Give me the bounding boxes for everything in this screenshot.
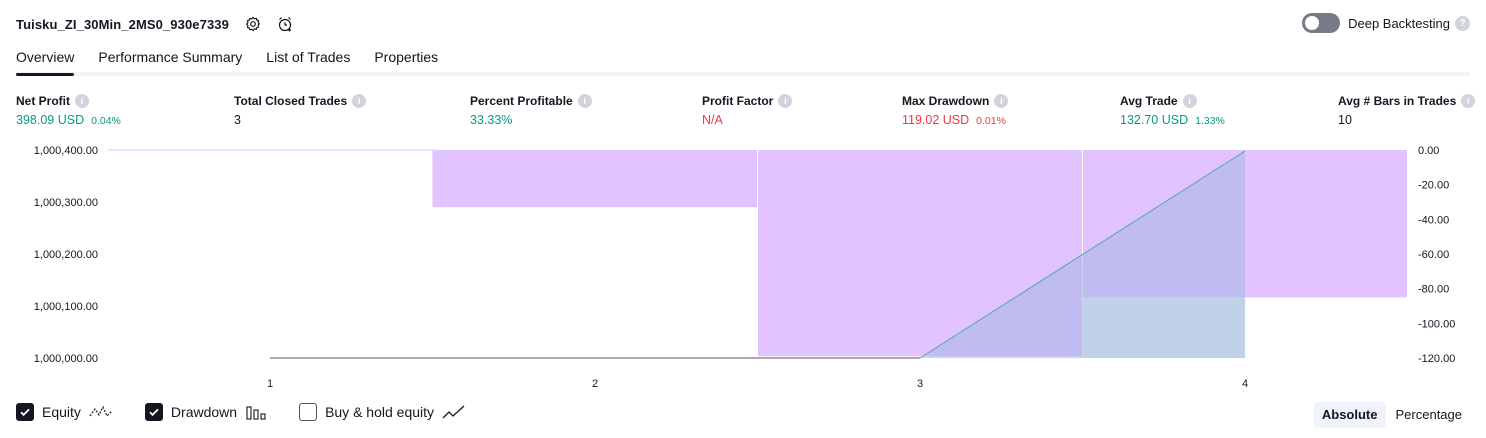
metric-label: Net Profit [16, 94, 70, 108]
strategy-name: Tuisku_ZI_30Min_2MS0_930e7339 [16, 16, 229, 32]
deep-backtesting-toggle[interactable] [1302, 13, 1341, 33]
metric-label: Percent Profitable [470, 94, 573, 108]
buy-hold-toggle[interactable]: Buy & hold equity [299, 403, 466, 421]
right-axis-tick-label: -100.00 [1418, 318, 1455, 330]
equity-line-icon [89, 404, 113, 420]
right-axis-tick-label: -40.00 [1418, 214, 1449, 226]
drawdown-label: Drawdown [170, 404, 238, 420]
metric-value: 132.70 USD [1120, 113, 1189, 127]
help-icon[interactable]: i [994, 94, 1009, 108]
metric-label: Total Closed Trades [234, 94, 348, 108]
metric-label: Profit Factor [702, 94, 774, 108]
buy-hold-label: Buy & hold equity [325, 404, 435, 420]
metric-label: Max Drawdown [902, 94, 990, 108]
metric-percent-profitable: Percent Profitable i 33.33% [470, 93, 592, 127]
drawdown-bar [432, 150, 758, 208]
right-axis-tick-label: -20.00 [1418, 180, 1449, 192]
right-axis-tick-label: -60.00 [1418, 249, 1449, 261]
equity-chart[interactable]: 1,000,400.00 1,000,300.00 1,000,200.00 1,00… [0, 140, 1486, 396]
x-axis-tick-label: 3 [917, 378, 923, 390]
help-icon[interactable]: ? [1455, 15, 1470, 31]
drawdown-toggle[interactable]: Drawdown [144, 403, 267, 421]
right-axis-tick-label: -120.00 [1418, 353, 1455, 365]
metric-value: 10 [1338, 113, 1352, 127]
x-axis-tick-label: 1 [267, 378, 273, 390]
value-mode-switch: Absolute Percentage [1313, 402, 1470, 428]
help-icon[interactable]: i [352, 94, 367, 108]
metric-profit-factor: Profit Factor i N/A [702, 93, 793, 127]
x-axis-tick-label: 4 [1242, 378, 1248, 390]
tab-properties[interactable]: Properties [374, 49, 439, 65]
equity-line [919, 150, 1246, 359]
percentage-button[interactable]: Percentage [1395, 407, 1463, 422]
metric-value: 3 [234, 113, 241, 127]
metric-net-profit: Net Profit i 398.09 USD 0.04% [16, 93, 121, 127]
tab-performance-summary[interactable]: Performance Summary [98, 49, 243, 65]
metric-avg-trade: Avg Trade i 132.70 USD 1.33% [1120, 93, 1225, 127]
help-icon[interactable]: i [1461, 94, 1476, 108]
buy-hold-checkbox[interactable] [299, 403, 318, 421]
buy-hold-line-icon [442, 404, 466, 420]
right-axis-tick-label: 0.00 [1418, 145, 1439, 157]
metric-avg-bars: Avg # Bars in Trades i 10 [1338, 93, 1476, 127]
metric-percent: 1.33% [1195, 115, 1225, 127]
right-axis-tick-label: -80.00 [1418, 284, 1449, 296]
tab-list-of-trades[interactable]: List of Trades [266, 49, 351, 65]
alert-clock-icon[interactable] [275, 14, 295, 34]
help-icon[interactable]: i [1182, 94, 1197, 108]
metric-total-closed-trades: Total Closed Trades i 3 [234, 93, 367, 127]
metric-value: N/A [702, 113, 723, 127]
help-icon[interactable]: i [75, 94, 89, 108]
left-axis-tick-label: 1,000,000.00 [34, 353, 98, 365]
tab-bar: Overview Performance Summary List of Tra… [16, 46, 1470, 76]
left-axis-tick-label: 1,000,200.00 [34, 249, 98, 261]
metric-value: 398.09 USD [16, 113, 85, 127]
equity-label: Equity [42, 404, 81, 420]
chart-legend: Equity Drawdown Buy & hold equity [16, 403, 498, 421]
x-axis-tick-label: 2 [592, 378, 598, 390]
absolute-button[interactable]: Absolute [1313, 402, 1386, 428]
help-icon[interactable]: i [778, 94, 793, 108]
drawdown-bars-icon [245, 404, 267, 420]
help-icon[interactable]: i [577, 94, 592, 108]
metric-value: 33.33% [470, 113, 513, 127]
deep-backtesting: Deep Backtesting ? [1302, 13, 1470, 33]
deep-backtesting-label: Deep Backtesting [1348, 15, 1450, 31]
left-axis-tick-label: 1,000,400.00 [34, 145, 98, 157]
left-axis-tick-label: 1,000,300.00 [34, 197, 98, 209]
equity-toggle[interactable]: Equity [16, 403, 113, 421]
metric-label: Avg Trade [1120, 94, 1178, 108]
metric-percent: 0.01% [976, 115, 1006, 127]
settings-icon[interactable] [243, 14, 263, 34]
drawdown-checkbox[interactable] [144, 403, 163, 421]
metric-label: Avg # Bars in Trades [1338, 94, 1457, 108]
equity-area [270, 150, 1245, 358]
metric-value: 119.02 USD [902, 113, 970, 127]
metric-percent: 0.04% [91, 115, 121, 127]
strategy-header: Tuisku_ZI_30Min_2MS0_930e7339 [16, 12, 295, 36]
equity-checkbox[interactable] [16, 403, 34, 421]
left-axis-tick-label: 1,000,100.00 [34, 301, 98, 313]
metric-max-drawdown: Max Drawdown i 119.02 USD 0.01% [902, 93, 1009, 127]
tab-overview[interactable]: Overview [16, 46, 75, 76]
